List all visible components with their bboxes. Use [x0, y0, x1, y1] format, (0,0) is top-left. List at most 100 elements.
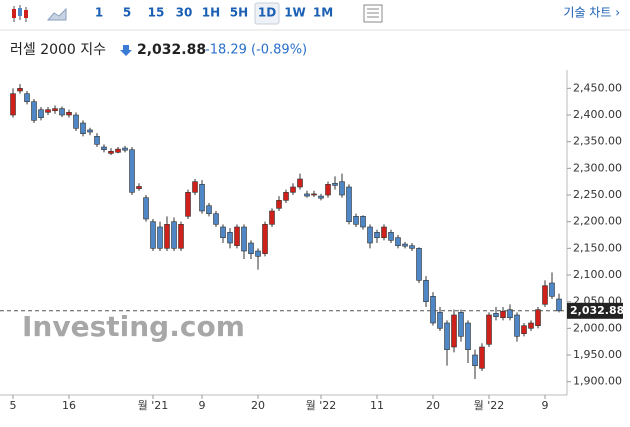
candle-body: [269, 210, 275, 225]
x-tick-label: 9: [199, 399, 206, 412]
candle-body: [500, 310, 506, 318]
interval-button[interactable]: 1H: [202, 6, 220, 20]
candle-body: [521, 325, 527, 334]
candle-body: [115, 148, 121, 153]
y-tick-label: 1,950.00: [573, 348, 622, 361]
candle-body: [437, 312, 443, 329]
y-tick-label: 2,250.00: [573, 188, 622, 201]
candle-body: [486, 314, 492, 345]
candle-body: [227, 232, 233, 244]
candle-body: [206, 205, 212, 214]
candle-body: [311, 193, 317, 196]
candle-body: [80, 122, 86, 134]
candle-body: [178, 224, 184, 249]
interval-button[interactable]: 5: [123, 6, 131, 20]
interval-button[interactable]: 30: [176, 6, 193, 20]
candle-body: [24, 93, 30, 102]
change-pct: (-0.89%): [251, 43, 307, 58]
candle-body: [164, 224, 170, 249]
instrument-title: 러셀 2000 지수: [10, 42, 106, 58]
y-tick-label: 2,300.00: [573, 161, 622, 174]
candle-body: [52, 108, 58, 112]
candle-body: [507, 309, 513, 318]
interval-button[interactable]: 1D: [258, 6, 276, 20]
candle-body: [388, 232, 394, 241]
candle-body: [381, 226, 387, 238]
interval-button[interactable]: 1M: [313, 6, 333, 20]
interval-toolbar: 1 5 15 30 1H 5H 1D 1W 1M: [95, 2, 333, 25]
candle-body: [276, 200, 282, 209]
candle-body: [514, 314, 520, 337]
x-tick-label: 월 '21: [138, 399, 169, 412]
candle-body: [171, 221, 177, 249]
candle-body: [87, 129, 93, 133]
candle-body: [451, 314, 457, 348]
tech-chart-link[interactable]: 기술 차트 ›: [563, 6, 620, 20]
y-tick-label: 2,100.00: [573, 268, 622, 281]
candle-body: [444, 322, 450, 350]
y-tick-label: 2,350.00: [573, 135, 622, 148]
candle-body: [10, 93, 16, 116]
x-tick-label: 5: [10, 399, 17, 412]
x-tick-label: 9: [542, 399, 549, 412]
y-tick-label: 2,150.00: [573, 241, 622, 254]
y-tick-label: 2,450.00: [573, 81, 622, 94]
candle-body: [213, 213, 219, 225]
candle-body: [122, 147, 128, 151]
candle-body: [45, 109, 51, 113]
y-tick-label: 2,200.00: [573, 215, 622, 228]
candle-body: [66, 112, 72, 116]
candle-body: [192, 181, 198, 193]
candle-body: [318, 195, 324, 199]
x-tick-label: 20: [251, 399, 265, 412]
candle-body: [108, 150, 114, 154]
candle-body: [374, 232, 380, 238]
interval-button[interactable]: 1W: [284, 6, 306, 20]
interval-button[interactable]: 15: [148, 6, 165, 20]
x-tick-label: 월 '22: [306, 399, 337, 412]
candle-body: [360, 216, 366, 228]
candle-body: [150, 221, 156, 249]
y-tick-label: 2,000.00: [573, 321, 622, 334]
plot: 1,900.001,950.002,000.002,050.002,100.00…: [0, 81, 624, 412]
candle-body: [325, 184, 331, 196]
candle-body: [556, 298, 562, 312]
candle-body: [234, 226, 240, 246]
candle-body: [367, 226, 373, 244]
candle-body: [262, 224, 268, 254]
x-tick-label: 11: [370, 399, 384, 412]
candle-body: [220, 226, 226, 238]
price-tag: [567, 302, 623, 319]
indicator-icon[interactable]: [363, 4, 383, 23]
x-tick-label: 월 '22: [474, 399, 505, 412]
interval-button[interactable]: 1: [95, 6, 103, 20]
candle-body: [73, 114, 79, 129]
candle-body: [31, 101, 37, 121]
candle-body: [493, 313, 499, 317]
y-tick-label: 1,900.00: [573, 375, 622, 388]
candle-body: [542, 285, 548, 305]
candle-body: [423, 280, 429, 302]
candle-body: [402, 243, 408, 247]
down-arrow: [120, 45, 132, 56]
candle-body: [549, 282, 555, 297]
candle-type-icon[interactable]: [12, 5, 28, 22]
candle-body: [346, 186, 352, 222]
candle-body: [535, 309, 541, 326]
candle-body: [185, 192, 191, 217]
candle-body: [472, 354, 478, 366]
candle-body: [458, 312, 464, 337]
candle-body: [241, 226, 247, 252]
area-type-icon[interactable]: [46, 7, 67, 21]
price-tag-label: 2,032.88: [570, 304, 624, 317]
candle-body: [339, 181, 345, 196]
candle-body: [38, 109, 44, 118]
interval-button[interactable]: 5H: [230, 6, 248, 20]
change: -18.29: [205, 43, 247, 58]
candle-body: [143, 197, 149, 220]
watermark: Investing.com: [22, 310, 245, 343]
candle-body: [101, 146, 107, 150]
x-tick-label: 20: [426, 399, 440, 412]
